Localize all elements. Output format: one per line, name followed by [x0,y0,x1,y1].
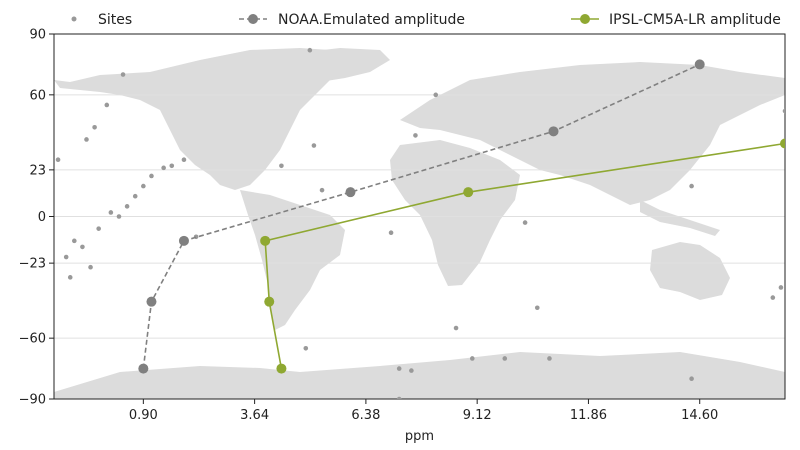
series-point [276,363,287,374]
series-point [780,138,785,149]
y-tick-label: 90 [29,28,46,43]
site-point [388,230,394,236]
x-tick-label: 14.60 [681,408,718,423]
site-point [396,396,402,399]
site-point [132,193,138,199]
series-line [142,63,701,369]
site-point [547,356,552,361]
site-point [782,108,785,114]
site-point [55,157,61,163]
y-tick-label: 23 [29,163,46,178]
series-point [694,59,705,70]
site-point [161,165,166,171]
series-point [548,126,559,137]
legend: Sites NOAA.Emulated amplitude IPSL-CM5A-LR… [71,12,781,28]
site-point [319,187,325,193]
series-marks [55,47,785,399]
legend-label: IPSL-CM5A-LR amplitude [609,12,781,28]
legend-marker [580,14,590,24]
x-tick-label: 3.64 [240,408,269,423]
site-point [84,137,89,142]
site-point [534,305,540,311]
site-point [469,356,475,361]
site-point [92,124,97,130]
x-axis: 0.90 3.64 6.38 9.12 11.86 14.60 [129,399,718,423]
site-point [169,163,175,169]
series-point [264,296,275,307]
series-point [345,187,356,198]
site-point [181,157,187,163]
site-point [522,220,528,225]
site-point [104,102,110,108]
series-point [260,235,271,246]
world-map [54,48,785,399]
site-point [689,183,694,189]
legend-marker [248,14,258,24]
x-tick-label: 6.38 [351,408,380,423]
site-point [67,275,73,280]
y-tick-label: −23 [19,257,46,272]
x-tick-label: 11.86 [570,408,607,423]
y-tick-label: −60 [19,332,46,347]
series-point [146,296,157,307]
x-axis-label: ppm [405,429,434,444]
site-point [311,143,317,148]
site-point [433,92,439,98]
site-point [279,163,284,169]
site-point [149,173,154,179]
series-point [138,363,149,374]
site-point [108,210,114,215]
legend-label: Sites [98,12,132,28]
legend-label: NOAA.Emulated amplitude [278,12,465,28]
series-point [178,235,189,246]
y-tick-label: 0 [38,210,46,225]
site-point [778,285,784,290]
site-point [453,325,459,331]
y-axis: 90 60 23 0 −23 −60 −90 [19,28,54,408]
site-point [96,226,101,231]
site-point [770,295,776,300]
site-point [116,214,122,219]
site-point [307,47,313,53]
site-point [63,254,69,260]
legend-marker [71,16,77,22]
x-tick-label: 9.12 [463,408,492,423]
site-point [396,366,402,371]
site-point [413,133,418,138]
site-point [689,376,694,382]
site-point [502,356,508,361]
site-point [124,204,130,209]
y-tick-label: −90 [19,393,46,408]
x-tick-label: 0.90 [129,408,158,423]
site-point [141,183,146,189]
series-point [463,187,474,198]
site-point [303,346,309,351]
site-point [120,72,126,77]
site-point [88,264,93,270]
site-point [80,244,85,250]
site-point [72,238,77,244]
y-tick-label: 60 [29,88,46,103]
site-point [409,368,414,373]
